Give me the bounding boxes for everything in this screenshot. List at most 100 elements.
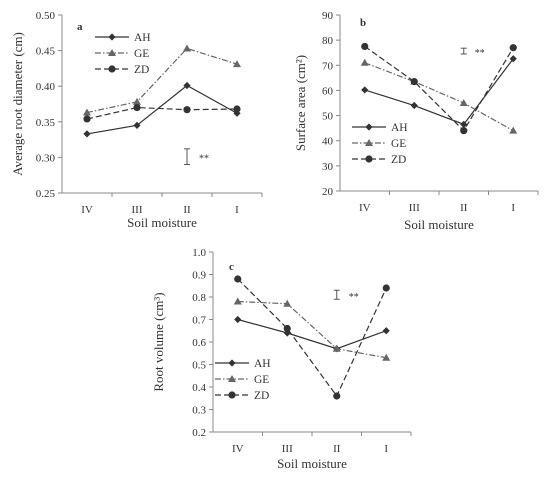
series-line-ah: [364, 58, 514, 126]
significance-error-bar: **: [184, 148, 209, 166]
legend-label-ah: AH: [134, 32, 151, 44]
x-tick-label: III: [282, 443, 293, 455]
panel-label: a: [77, 21, 83, 33]
legend: AH GE ZD: [352, 122, 408, 166]
legend-marker-ge: [108, 49, 116, 56]
x-tick-label: II: [183, 204, 191, 216]
legend: AH GE ZD: [95, 32, 151, 76]
series-line-ge: [364, 62, 514, 132]
y-tick-label: 90: [322, 10, 334, 22]
x-tick-label: IV: [359, 202, 371, 214]
x-tick-label: IV: [81, 204, 93, 216]
data-point-ah: [133, 121, 141, 129]
data-point-zd: [382, 284, 390, 292]
data-point-ah: [382, 327, 390, 335]
data-point-ge: [459, 99, 468, 106]
data-point-ah: [460, 120, 468, 128]
data-point-ge: [332, 344, 341, 352]
y-tick-label: 30: [322, 161, 334, 173]
data-point-ge: [360, 58, 369, 66]
data-point-zd: [460, 127, 468, 135]
legend-label-zd: ZD: [254, 390, 269, 402]
x-tick-label: III: [132, 204, 143, 216]
series-line-zd: [237, 278, 387, 398]
legend-label-zd: ZD: [391, 154, 406, 166]
y-tick-label: 0.4: [192, 382, 206, 394]
y-tick-label: 0.3: [192, 405, 206, 417]
y-tick-label: 70: [322, 60, 334, 72]
data-point-zd: [133, 103, 141, 112]
series-line-zd: [364, 45, 514, 132]
x-axis-title: Soil moisture: [404, 217, 474, 232]
x-axis-title: Soil moisture: [277, 456, 347, 471]
data-point-zd: [509, 44, 517, 52]
data-point-zd: [234, 275, 242, 283]
data-point-ge: [183, 44, 191, 52]
series-line-ah: [237, 318, 387, 350]
significance-label: **: [199, 154, 209, 165]
data-point-zd: [410, 78, 418, 86]
legend-label-ah: AH: [391, 122, 408, 134]
x-tick-label: I: [384, 443, 388, 455]
legend-label-ge: GE: [391, 138, 406, 150]
legend-marker-ah: [108, 33, 116, 41]
significance-label: **: [349, 292, 359, 303]
data-point-ah: [183, 81, 191, 90]
x-tick-label: IV: [232, 443, 244, 455]
y-tick-label: 0.35: [36, 117, 56, 129]
y-tick-label: 0.50: [36, 10, 56, 22]
y-tick-label: 0.45: [36, 46, 56, 58]
data-point-ge: [133, 97, 141, 105]
legend-marker-ah: [228, 359, 236, 367]
y-tick-label: 1.0: [192, 247, 206, 259]
x-tick-label: I: [235, 204, 239, 216]
series-line-ge: [86, 47, 238, 114]
data-point-zd: [283, 324, 291, 333]
legend-marker-ah: [365, 123, 373, 131]
x-tick-label: I: [511, 202, 515, 214]
data-point-zd: [83, 115, 91, 123]
legend-marker-ge: [228, 375, 236, 382]
legend-label-zd: ZD: [134, 64, 149, 76]
y-tick-label: 60: [322, 85, 334, 97]
x-tick-label: III: [409, 202, 420, 214]
data-point-ge: [233, 60, 241, 68]
data-point-ah: [361, 86, 369, 94]
panel-label: c: [229, 261, 234, 273]
series-line-zd: [86, 106, 238, 120]
legend: AH GE ZD: [215, 358, 271, 402]
y-axis-title: Average root diameter (cm): [10, 32, 25, 176]
y-tick-label: 0.2: [192, 427, 206, 439]
significance-label: **: [475, 48, 485, 59]
data-point-zd: [333, 392, 341, 400]
data-point-zd: [183, 106, 191, 114]
significance-error-bar: **: [460, 47, 485, 59]
series-line-ah: [86, 84, 238, 135]
chart-panel-c: 0.20.30.40.50.60.70.80.91.0IV III II ISoil …: [151, 247, 412, 471]
data-point-ge: [509, 126, 518, 134]
x-axis-title: Soil moisture: [127, 215, 197, 230]
y-tick-label: 0.8: [192, 292, 206, 304]
legend-label-ge: GE: [134, 48, 149, 60]
y-tick-label: 0.25: [36, 188, 56, 200]
data-point-ge: [83, 108, 91, 116]
data-point-ah: [83, 130, 91, 138]
data-point-zd: [361, 42, 369, 51]
series-line-ge: [237, 300, 387, 359]
panel-label: b: [360, 17, 366, 29]
data-point-ah: [509, 55, 517, 63]
y-tick-label: 50: [322, 111, 334, 123]
y-tick-label: 0.9: [192, 270, 206, 282]
y-tick-label: 0.40: [36, 81, 56, 93]
legend-label-ah: AH: [254, 358, 271, 370]
data-point-ge: [382, 353, 391, 361]
legend-label-ge: GE: [254, 374, 269, 386]
x-tick-label: II: [333, 443, 341, 455]
y-tick-label: 40: [322, 136, 334, 148]
x-tick-label: II: [460, 202, 468, 214]
data-point-ah: [410, 101, 418, 110]
legend-marker-ge: [365, 139, 373, 146]
y-tick-label: 0.6: [192, 337, 206, 349]
legend-marker-zd: [228, 391, 236, 399]
